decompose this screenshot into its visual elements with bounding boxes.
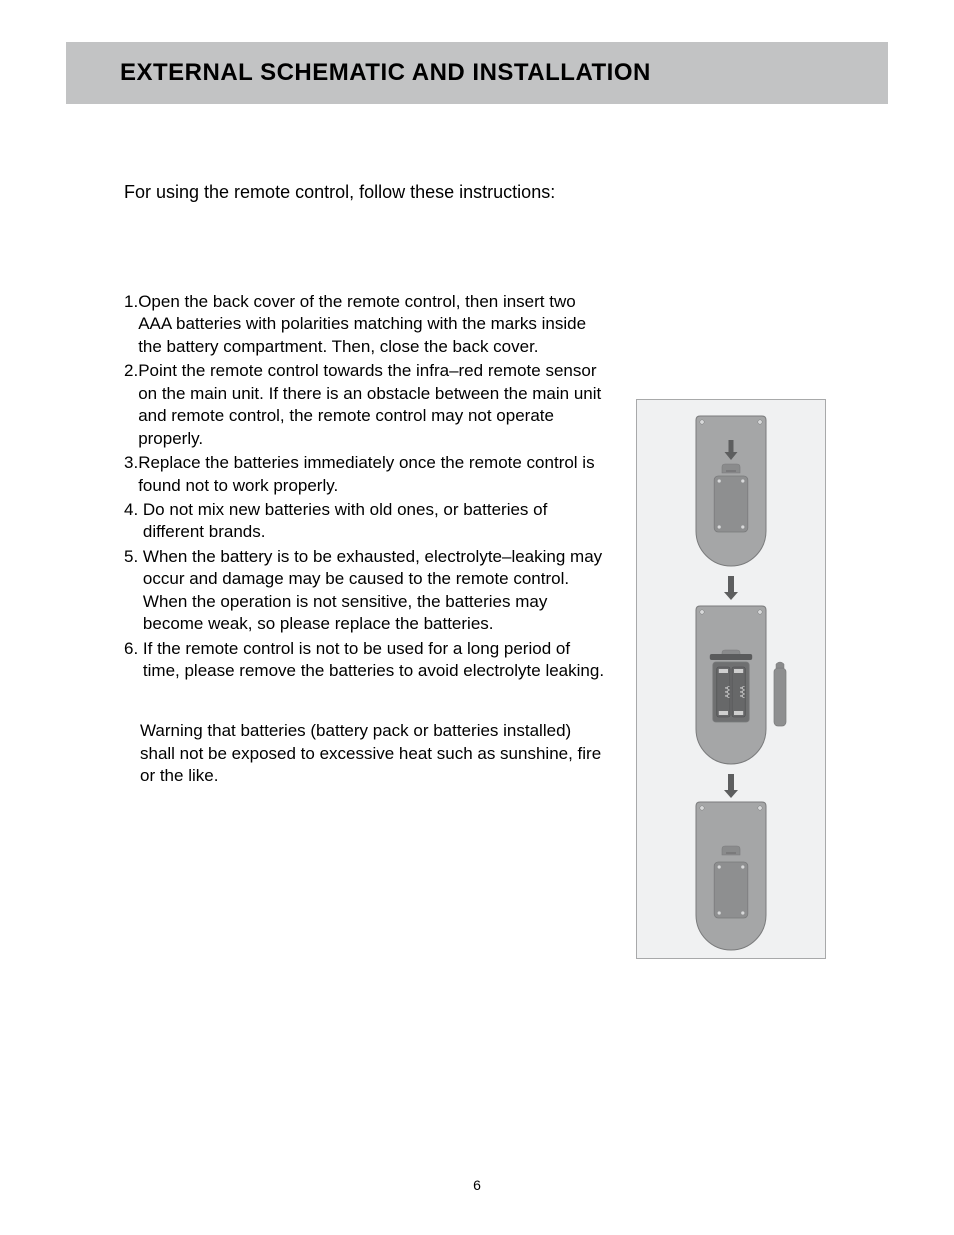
instruction-text: If the remote control is not to be used … xyxy=(143,638,608,683)
instruction-text: Replace the batteries immediately once t… xyxy=(138,452,608,497)
instruction-number: 6. xyxy=(124,638,143,683)
svg-text:AAA: AAA xyxy=(725,686,731,698)
diagram-svg: AAA AAA xyxy=(637,400,825,958)
instruction-number: 4. xyxy=(124,499,143,544)
battery-install-diagram: AAA AAA xyxy=(636,399,826,959)
instruction-text: Do not mix new batteries with old ones, … xyxy=(143,499,608,544)
instructions-list: 1. Open the back cover of the remote con… xyxy=(124,291,608,788)
instruction-text: Open the back cover of the remote contro… xyxy=(138,291,608,358)
instruction-item: 2. Point the remote control towards the … xyxy=(124,360,608,450)
warning-text: Warning that batteries (battery pack or … xyxy=(124,720,606,787)
content-area: For using the remote control, follow the… xyxy=(66,104,826,959)
instruction-text: Point the remote control towards the inf… xyxy=(138,360,608,450)
instruction-number: 1. xyxy=(124,291,138,358)
figure-column: AAA AAA xyxy=(636,399,826,959)
instruction-item: 5. When the battery is to be exhausted, … xyxy=(124,546,608,636)
section-title: EXTERNAL SCHEMATIC AND INSTALLATION xyxy=(120,59,651,87)
instruction-item: 1. Open the back cover of the remote con… xyxy=(124,291,608,358)
instruction-item: 3. Replace the batteries immediately onc… xyxy=(124,452,608,497)
intro-text: For using the remote control, follow the… xyxy=(124,182,826,203)
instruction-number: 5. xyxy=(124,546,143,636)
svg-text:AAA: AAA xyxy=(741,686,747,698)
instruction-number: 3. xyxy=(124,452,138,497)
instruction-item: 6. If the remote control is not to be us… xyxy=(124,638,608,683)
instruction-item: 4. Do not mix new batteries with old one… xyxy=(124,499,608,544)
section-header: EXTERNAL SCHEMATIC AND INSTALLATION xyxy=(66,42,888,104)
instruction-number: 2. xyxy=(124,360,138,450)
page-number: 6 xyxy=(0,1177,954,1193)
instruction-text: When the battery is to be exhausted, ele… xyxy=(143,546,608,636)
